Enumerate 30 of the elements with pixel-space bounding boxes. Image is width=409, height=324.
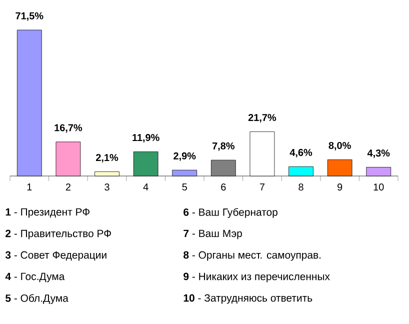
text: 4 - Гос.Дума — [5, 272, 65, 282]
text: 2 - Правительство РФ — [6, 230, 111, 240]
data-label: 71,5% — [16, 12, 44, 21]
text: 7 - Ваш Мэр — [184, 230, 242, 240]
x-tick-label: 10 — [374, 184, 384, 191]
x-tick-label: 8 — [298, 184, 304, 191]
data-label: 11,9% — [132, 134, 160, 143]
x-tick-label: 6 — [221, 184, 226, 191]
data-label: 4,3% — [367, 150, 390, 158]
text: 9 - Никаких из перечисленных — [184, 272, 330, 282]
data-label: 8,0% — [328, 142, 351, 150]
x-tick-label: 3 — [104, 184, 110, 191]
data-label: 2,9% — [174, 152, 196, 161]
data-label: 4,6% — [290, 148, 312, 158]
x-tick-label: 7 — [260, 184, 264, 190]
x-tick-label: 2 — [66, 184, 70, 190]
text: 5 - Обл.Дума — [6, 294, 68, 304]
text: 1 - Президент РФ — [6, 208, 90, 218]
data-label: 21,7% — [248, 114, 276, 122]
data-label: 7,8% — [212, 142, 234, 151]
x-tick-label: 9 — [338, 184, 342, 191]
x-tick-label: 4 — [143, 184, 148, 190]
x-tick-label: 1 — [27, 184, 32, 190]
text: 6 - Ваш Губернатор — [184, 208, 278, 218]
text: 10 - Затрудняюсь ответить — [184, 294, 312, 304]
data-label: 2,1% — [96, 154, 118, 163]
text: 8 - Органы мест. самоуправ. — [184, 251, 321, 261]
text: 3 - Совет Федерации — [5, 251, 106, 261]
data-label: 16,7% — [54, 124, 82, 133]
x-tick-label: 5 — [182, 184, 187, 190]
